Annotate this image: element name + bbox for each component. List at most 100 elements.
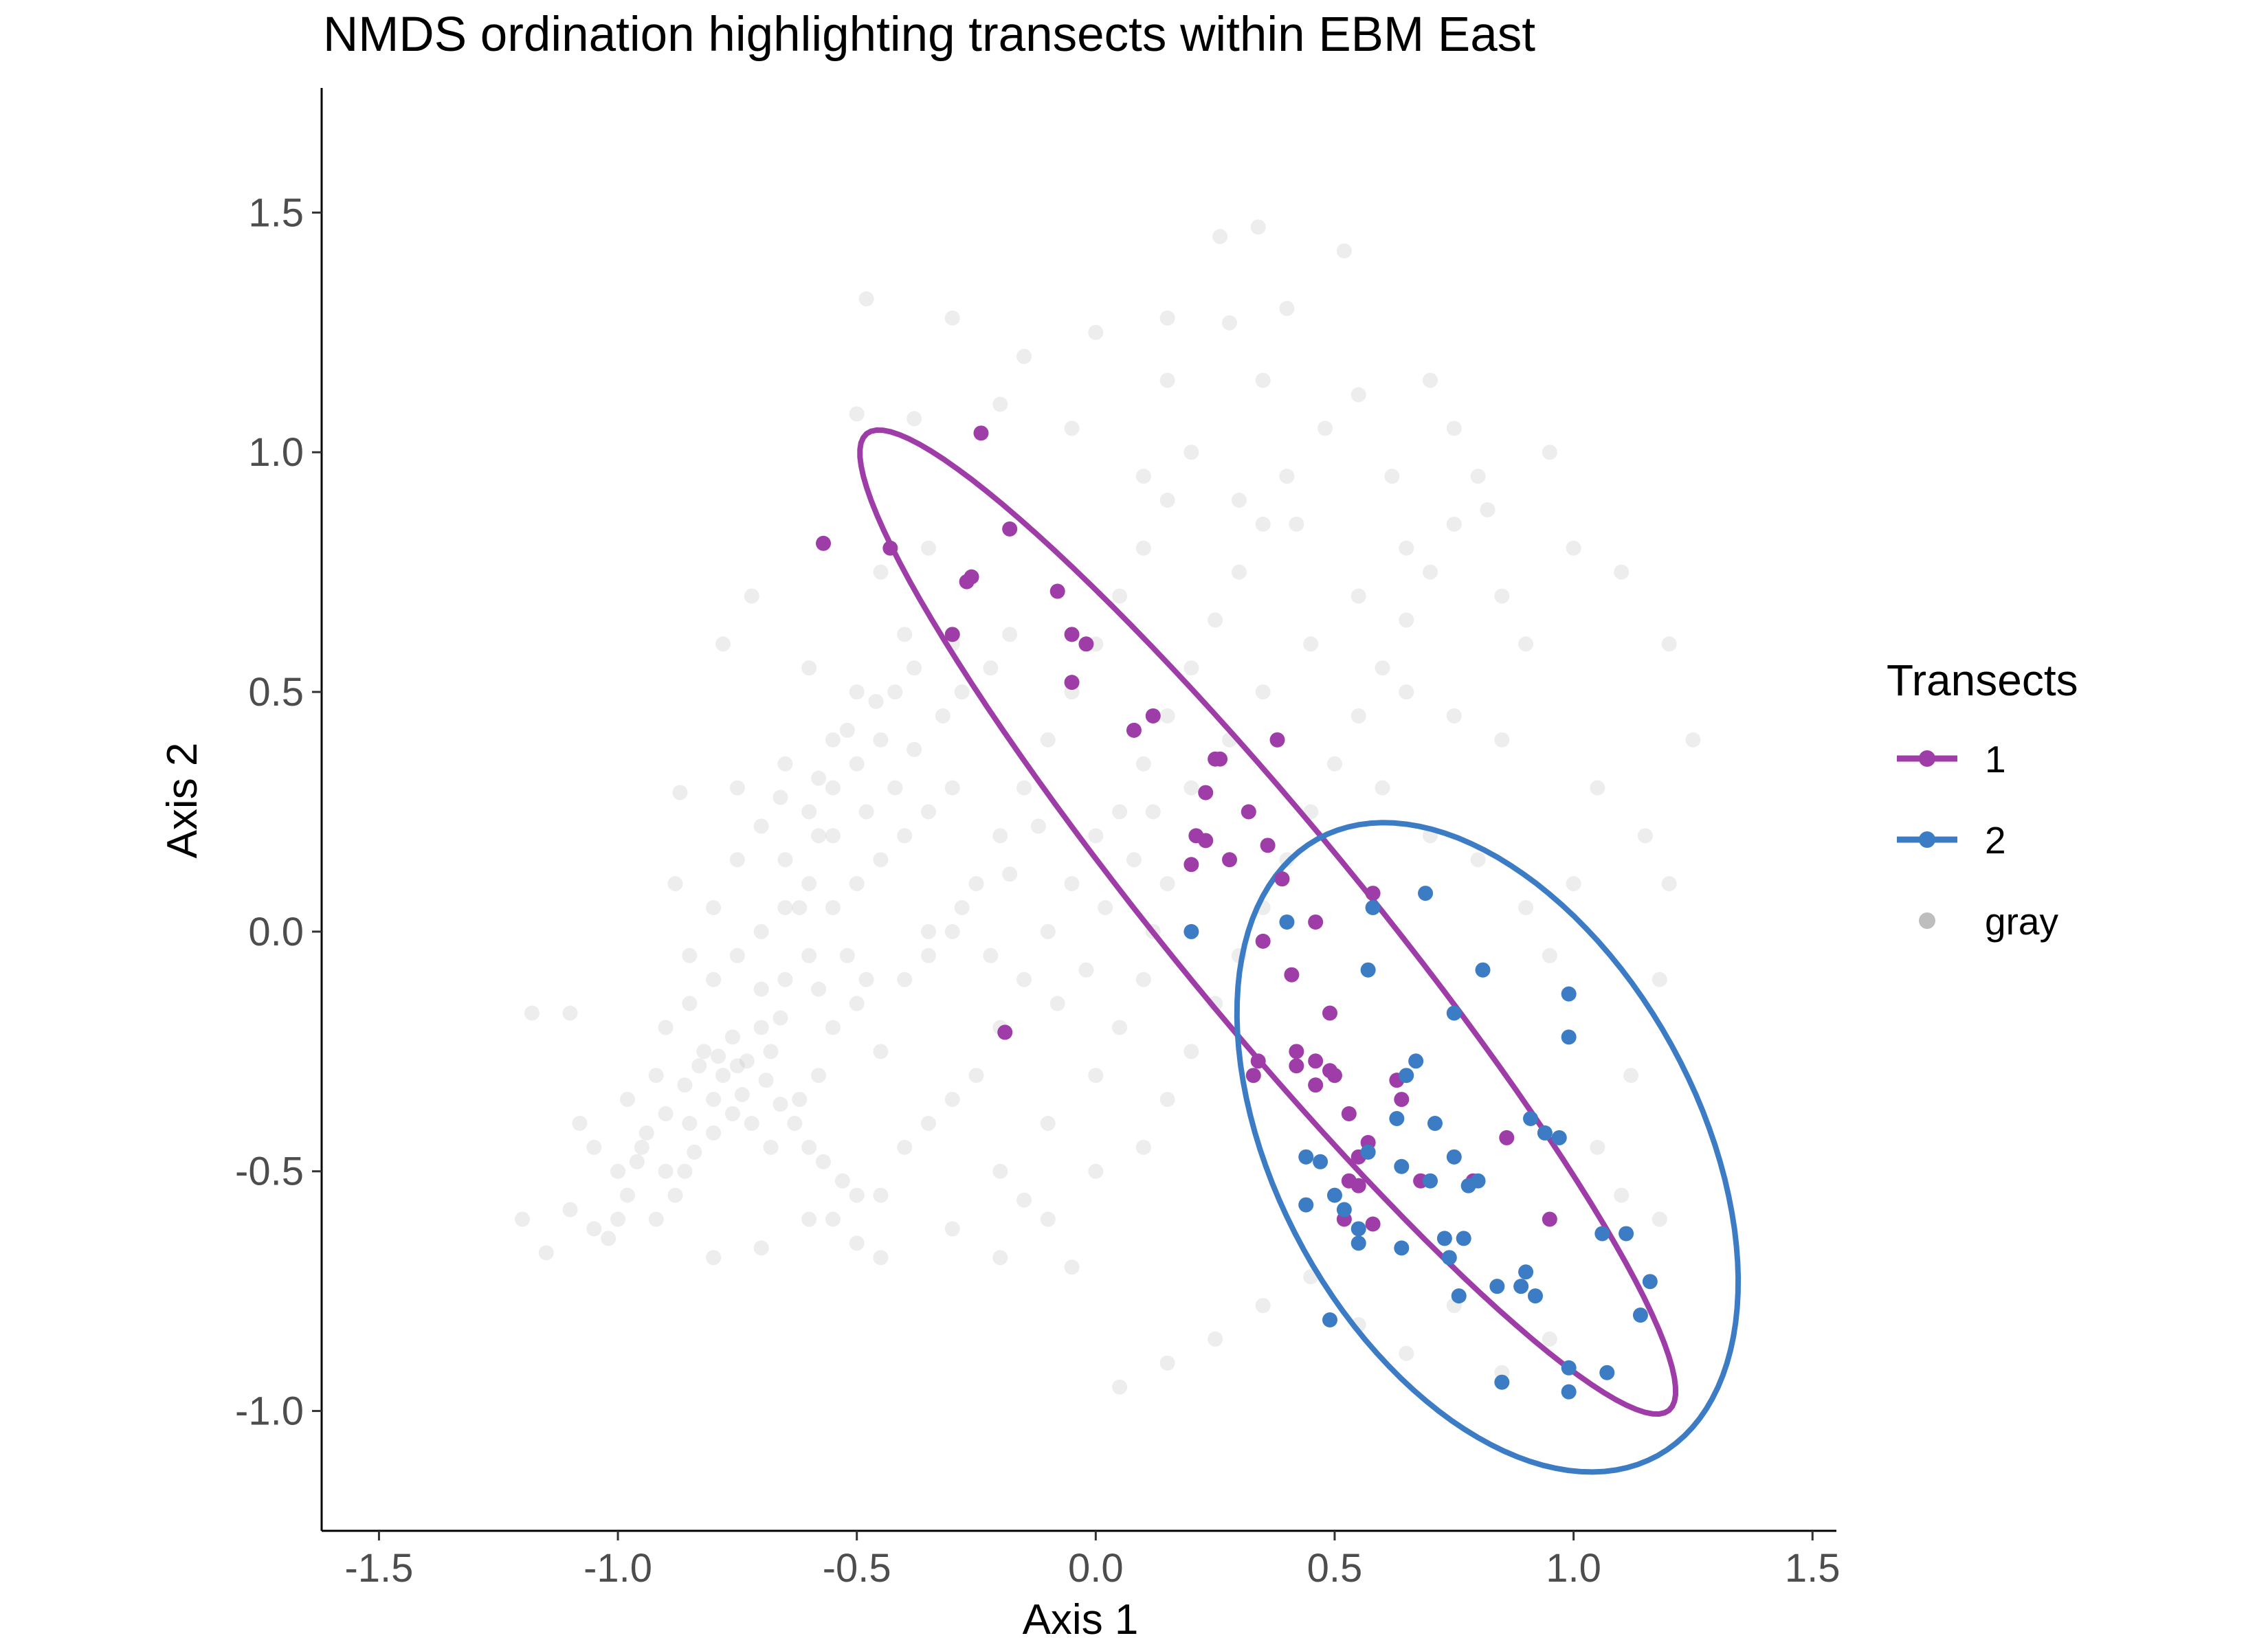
background-point: [772, 1010, 788, 1026]
background-point: [801, 1211, 817, 1227]
point-series-2: [1423, 1173, 1438, 1189]
background-point: [758, 1073, 774, 1088]
point-series-2: [1523, 1111, 1539, 1126]
background-point: [968, 876, 984, 892]
point-series-1: [1284, 967, 1300, 983]
background-point: [935, 708, 950, 723]
point-series-1: [1341, 1106, 1357, 1122]
background-point: [839, 722, 855, 738]
background-point: [677, 1163, 693, 1179]
x-axis-title: Axis 1: [1023, 1596, 1139, 1644]
background-point: [1016, 780, 1032, 796]
background-point: [873, 732, 889, 748]
y-axis-title: Axis 2: [159, 743, 206, 859]
background-point: [1040, 1115, 1056, 1131]
background-point: [1318, 420, 1333, 436]
background-point: [772, 789, 788, 805]
background-point: [1303, 636, 1319, 652]
point-series-1: [1260, 838, 1276, 853]
background-point: [849, 876, 865, 892]
point-series-1: [1542, 1211, 1557, 1227]
background-point: [1183, 1044, 1199, 1059]
background-point: [744, 1115, 759, 1131]
point-series-2: [1518, 1264, 1534, 1280]
background-point: [834, 1173, 850, 1189]
background-point: [811, 1068, 827, 1084]
point-series-1: [1064, 627, 1080, 642]
background-point: [1088, 1163, 1104, 1179]
background-point: [711, 1048, 726, 1064]
background-point: [1135, 469, 1151, 484]
point-series-2: [1298, 1197, 1314, 1213]
background-point: [1212, 229, 1228, 245]
point-series-2: [1322, 1312, 1338, 1328]
background-point: [658, 1163, 674, 1179]
background-point: [849, 1235, 865, 1251]
background-point: [897, 627, 913, 642]
background-point: [1183, 445, 1199, 460]
background-point: [1222, 315, 1238, 330]
point-series-1: [1078, 636, 1094, 652]
background-point: [1384, 469, 1400, 484]
background-point: [777, 756, 793, 772]
point-series-2: [1360, 1144, 1376, 1160]
background-point: [1231, 493, 1247, 508]
background-point: [1470, 852, 1486, 868]
background-point: [1255, 684, 1271, 700]
point-series-2: [1436, 1231, 1452, 1246]
background-point: [1078, 962, 1094, 978]
point-series-2: [1561, 1360, 1577, 1376]
background-point: [1040, 923, 1056, 939]
point-series-1: [1394, 1092, 1410, 1108]
background-point: [873, 1044, 889, 1059]
background-point: [907, 411, 922, 427]
point-series-1: [1365, 1216, 1381, 1232]
background-point: [887, 780, 903, 796]
background-point: [1279, 469, 1295, 484]
background-point: [897, 972, 913, 987]
point-series-1: [1145, 708, 1161, 723]
background-point: [787, 1115, 803, 1131]
point-series-1: [1274, 871, 1290, 887]
background-point: [744, 588, 759, 604]
point-series-1: [1289, 1044, 1304, 1059]
point-series-1: [944, 627, 960, 642]
background-point: [983, 660, 999, 676]
background-point: [1423, 372, 1438, 388]
background-point: [1399, 684, 1414, 700]
background-point: [801, 660, 817, 676]
point-series-2: [1441, 1250, 1457, 1266]
legend-entries: 1 2 gray: [1897, 738, 2058, 943]
background-point: [792, 900, 808, 916]
point-series-2: [1336, 1202, 1352, 1218]
background-point: [1112, 1379, 1128, 1395]
point-series-1: [1308, 1053, 1324, 1069]
background-point: [920, 1115, 936, 1131]
background-point: [1159, 1092, 1175, 1108]
background-point: [801, 1139, 817, 1155]
background-point: [811, 828, 827, 844]
background-point: [777, 900, 793, 916]
background-point: [687, 1144, 702, 1160]
point-series-2: [1470, 1173, 1486, 1189]
background-points: [515, 219, 1701, 1395]
background-point: [1016, 972, 1032, 987]
background-point: [753, 981, 769, 997]
background-point: [825, 900, 841, 916]
background-point: [729, 1058, 745, 1074]
background-point: [1399, 1345, 1414, 1361]
background-point: [825, 1211, 841, 1227]
background-point: [1326, 756, 1342, 772]
point-series-1: [1198, 833, 1214, 849]
background-point: [1040, 732, 1056, 748]
background-point: [944, 1092, 960, 1108]
background-point: [610, 1211, 626, 1227]
background-point: [658, 1106, 674, 1122]
background-point: [524, 1005, 540, 1021]
point-series-2: [1427, 1115, 1443, 1131]
background-point: [691, 1058, 707, 1074]
background-point: [1350, 588, 1366, 604]
background-point: [1064, 420, 1080, 436]
point-series-1: [1308, 1077, 1324, 1093]
background-point: [1590, 780, 1605, 796]
